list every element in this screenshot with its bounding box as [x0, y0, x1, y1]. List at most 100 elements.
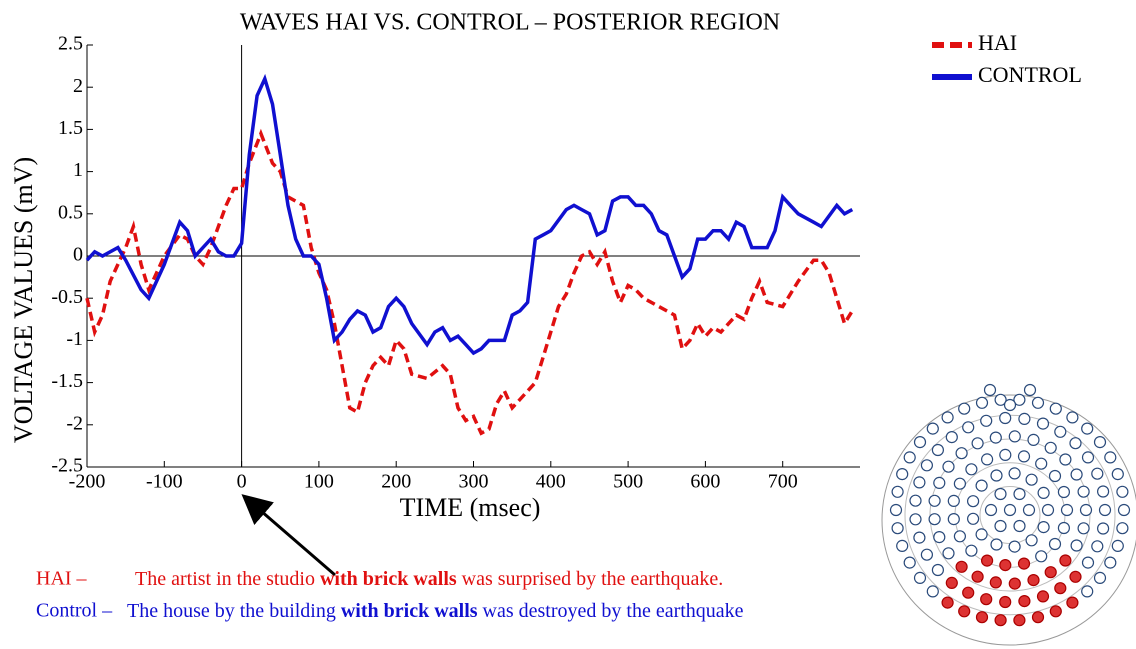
x-axis-label: TIME (msec)	[400, 493, 541, 522]
electrode	[999, 595, 1012, 609]
electrode	[975, 611, 989, 624]
electrode	[903, 451, 916, 464]
electrode	[980, 453, 994, 466]
electrode	[1111, 468, 1124, 481]
electrode	[1054, 582, 1067, 595]
electrode	[1037, 486, 1050, 499]
x-tick-label: -200	[69, 471, 106, 493]
y-tick-label: -1	[66, 328, 83, 350]
electrode	[1003, 503, 1017, 517]
electrode	[1013, 393, 1026, 406]
x-tick-label: 300	[459, 471, 489, 493]
electrode	[1066, 596, 1079, 609]
electrode	[1077, 485, 1090, 498]
electrode	[962, 421, 975, 434]
electrode	[1013, 487, 1026, 501]
electrode	[958, 605, 971, 618]
electrode	[1025, 534, 1038, 547]
electrode	[1081, 451, 1095, 464]
electrode	[933, 476, 946, 489]
electrode	[913, 531, 926, 544]
electrode	[1081, 585, 1094, 598]
electrode	[1018, 412, 1031, 425]
series-line	[85, 73, 854, 356]
electrode	[1091, 467, 1104, 480]
y-tick-label: 1	[73, 159, 83, 181]
electrode	[1098, 503, 1112, 517]
electrode	[942, 547, 955, 560]
electrode	[953, 477, 967, 490]
electrode	[971, 570, 984, 583]
electrode	[896, 539, 909, 553]
electrode	[1081, 556, 1095, 569]
electrode	[941, 596, 954, 609]
electrode	[909, 494, 922, 507]
chart-title: WAVES HAI VS. CONTROL – POSTERIOR REGION	[240, 10, 780, 36]
electrode	[1091, 540, 1104, 553]
electrode	[980, 593, 993, 606]
electrode	[945, 431, 958, 444]
arrow	[241, 494, 336, 577]
electrode	[994, 519, 1007, 533]
x-tick-label: 400	[536, 471, 566, 493]
electrode	[1048, 469, 1062, 483]
x-tick-label: 100	[304, 471, 334, 493]
electrode	[909, 513, 922, 526]
electrode	[1059, 554, 1072, 567]
electrode	[1044, 566, 1057, 579]
electrode	[1059, 453, 1072, 466]
electrode	[1049, 402, 1062, 415]
legend-label: HAI	[978, 30, 1017, 55]
electrode	[1022, 503, 1036, 517]
electrode	[1035, 550, 1048, 563]
electrode	[966, 512, 980, 525]
electrode	[965, 544, 978, 557]
electrode	[1060, 503, 1074, 517]
electrode	[920, 459, 934, 472]
electrode	[903, 556, 916, 569]
electrode	[913, 476, 926, 489]
electrode	[1027, 433, 1040, 446]
electrode	[1104, 556, 1117, 569]
electrode	[983, 383, 997, 397]
electrode	[1025, 473, 1038, 486]
electrode	[965, 463, 978, 476]
electrode	[999, 558, 1012, 572]
annotation-text: The house by the building with brick wall…	[127, 600, 744, 622]
x-tick-label: 700	[768, 471, 798, 493]
y-tick-label: -2	[66, 412, 83, 434]
electrode	[1066, 411, 1079, 424]
y-tick-label: -1.5	[51, 370, 83, 392]
electrode	[1035, 457, 1048, 470]
electrode	[1057, 521, 1071, 535]
electrode	[926, 585, 939, 598]
electrode	[975, 396, 989, 409]
x-tick-label: -100	[146, 471, 183, 493]
electrode	[913, 571, 927, 585]
electrode	[1093, 571, 1107, 585]
electrode	[966, 495, 980, 508]
electrode	[933, 530, 946, 544]
electrode	[1017, 450, 1031, 463]
electrode	[1096, 522, 1110, 535]
electrode	[1008, 467, 1021, 480]
electrode	[1003, 398, 1017, 412]
y-tick-label: 1.5	[58, 117, 83, 139]
electrode	[1116, 485, 1129, 498]
electrode	[1054, 425, 1067, 438]
electrode	[990, 469, 1003, 482]
electrode	[1044, 441, 1057, 454]
y-tick-label: 0.5	[58, 201, 83, 223]
electrode	[1104, 451, 1117, 464]
electrode	[945, 576, 958, 590]
electrode	[1037, 520, 1050, 534]
annotation-part: The house by the building	[127, 600, 336, 622]
electrode	[1008, 577, 1021, 590]
electrode	[999, 411, 1012, 425]
electrode	[989, 576, 1002, 589]
electrode	[1013, 614, 1026, 627]
electrode	[994, 393, 1007, 406]
electrode	[990, 538, 1003, 551]
electrode	[1070, 468, 1083, 481]
electrode	[1036, 417, 1050, 430]
